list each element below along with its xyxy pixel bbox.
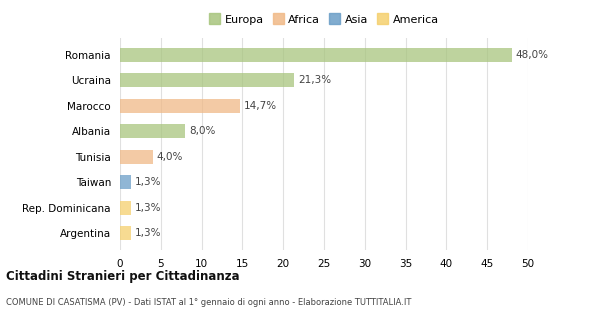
Text: Cittadini Stranieri per Cittadinanza: Cittadini Stranieri per Cittadinanza [6,270,239,283]
Bar [120,226,131,240]
Bar [120,124,185,138]
Bar [120,201,131,215]
Text: 4,0%: 4,0% [157,152,183,162]
Text: 21,3%: 21,3% [298,76,331,85]
Text: 8,0%: 8,0% [190,126,216,136]
Text: 14,7%: 14,7% [244,101,277,111]
Text: 48,0%: 48,0% [516,50,549,60]
Bar [120,73,294,87]
Text: 1,3%: 1,3% [134,177,161,187]
Bar [120,99,240,113]
Legend: Europa, Africa, Asia, America: Europa, Africa, Asia, America [207,12,441,28]
Text: 1,3%: 1,3% [134,228,161,238]
Bar [120,150,152,164]
Text: COMUNE DI CASATISMA (PV) - Dati ISTAT al 1° gennaio di ogni anno - Elaborazione : COMUNE DI CASATISMA (PV) - Dati ISTAT al… [6,298,412,307]
Text: 1,3%: 1,3% [134,203,161,212]
Bar [120,48,512,62]
Bar [120,175,131,189]
